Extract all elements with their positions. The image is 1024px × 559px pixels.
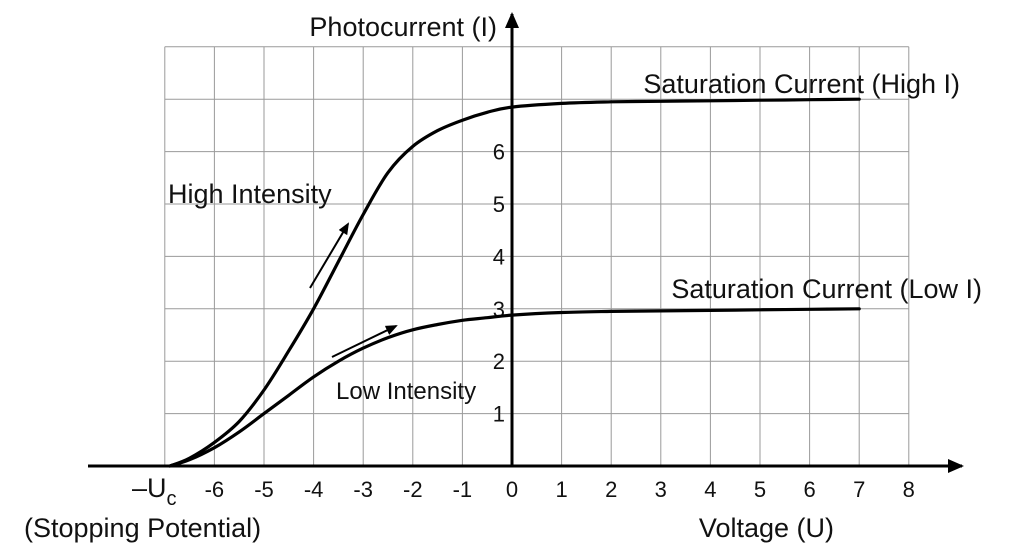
saturation-low-label: Saturation Current (Low I) [671,274,982,304]
low-intensity-curve [168,307,861,468]
y-axis-label: Photocurrent (I) [309,12,497,42]
x-tick-label: -4 [304,477,324,502]
x-tick-label: 1 [555,477,567,502]
x-tick-label: 7 [853,477,865,502]
y-tick-label: 6 [493,140,505,165]
stopping-potential-symbol-main: –U [132,473,167,503]
high-intensity-label: High Intensity [168,179,332,209]
high-intensity-arrow [309,222,350,289]
x-tick-label: 4 [704,477,716,502]
y-tick-label: 2 [493,349,505,374]
low-intensity-label: Low Intensity [336,378,476,405]
curves [168,97,861,468]
high-intensity-curve [168,97,861,468]
y-tick-label: 4 [493,244,505,269]
x-tick-label: 3 [655,477,667,502]
x-tick-label: 2 [605,477,617,502]
stopping-potential-caption: (Stopping Potential) [24,513,261,543]
x-tick-label: 0 [506,477,518,502]
saturation-high-label: Saturation Current (High I) [643,69,960,99]
y-tick-label: 5 [493,192,505,217]
x-tick-label: -6 [205,477,225,502]
x-axis-label: Voltage (U) [699,513,834,543]
y-tick-label: 1 [493,402,505,427]
x-tick-label: 8 [903,477,915,502]
x-tick-label: -2 [403,477,423,502]
stopping-potential-subscript: c [167,488,177,510]
low-intensity-arrow [331,325,398,358]
stopping-potential-symbol: –Uc [132,473,177,510]
x-tick-label: -1 [453,477,473,502]
x-tick-label: -5 [254,477,274,502]
x-tick-label: 5 [754,477,766,502]
x-tick-label: -3 [353,477,373,502]
x-tick-label: 6 [803,477,815,502]
